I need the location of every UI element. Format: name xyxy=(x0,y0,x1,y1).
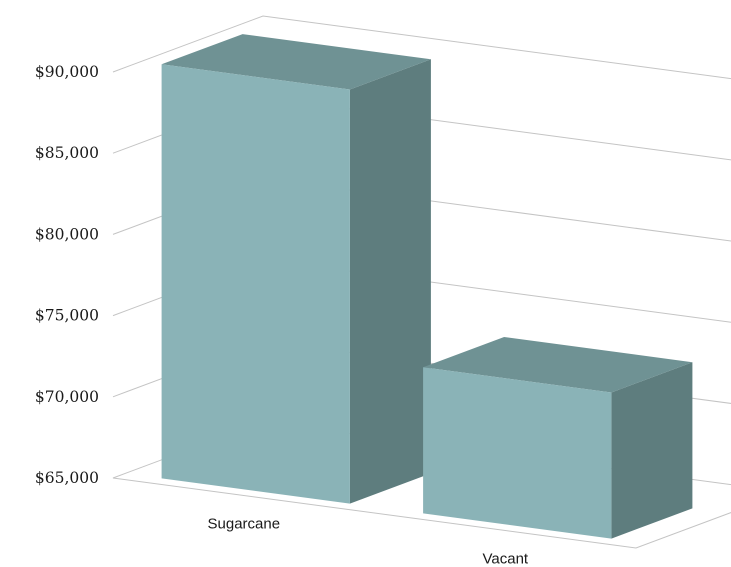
bar-side xyxy=(611,362,693,539)
x-category-label: Vacant xyxy=(483,551,529,567)
y-tick-label: $75,000 xyxy=(35,307,99,325)
bar-front xyxy=(161,64,350,504)
x-axis-categories: Sugarcane Vacant xyxy=(208,516,529,567)
bar-vacant xyxy=(423,337,693,539)
bar-side xyxy=(349,59,431,504)
y-tick-label: $65,000 xyxy=(35,469,99,487)
bar-top xyxy=(161,34,431,90)
x-category-label: Sugarcane xyxy=(208,516,281,533)
y-axis-ticks: $65,000 $70,000 $75,000 $80,000 $85,000 $90,0… xyxy=(35,63,99,487)
gridline xyxy=(112,15,731,80)
bars xyxy=(161,34,693,539)
bar-sugarcane xyxy=(161,34,431,504)
y-tick-label: $90,000 xyxy=(35,63,99,81)
y-tick-label: $85,000 xyxy=(35,144,99,162)
bar-top xyxy=(423,337,693,393)
bar-front xyxy=(423,367,612,539)
y-tick-label: $70,000 xyxy=(35,388,99,406)
y-tick-label: $80,000 xyxy=(35,225,99,243)
